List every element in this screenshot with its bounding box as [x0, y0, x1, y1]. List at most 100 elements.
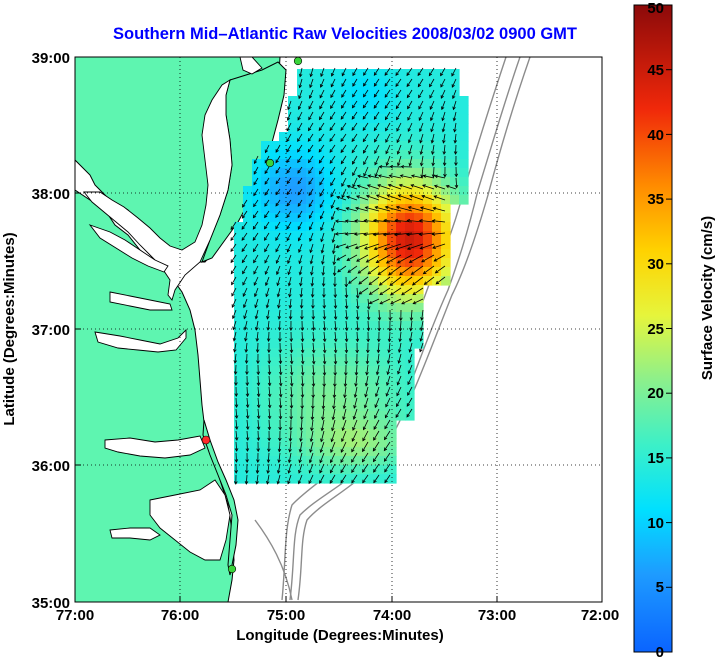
velocity-cell [405, 348, 415, 358]
velocity-cell [441, 69, 451, 79]
velocity-cell [342, 78, 352, 88]
velocity-cell [288, 213, 298, 223]
colorbar-tick-label: 15 [647, 450, 664, 467]
velocity-cell [270, 150, 280, 160]
velocity-cell [252, 177, 262, 187]
velocity-cell [270, 348, 280, 358]
velocity-cell [270, 375, 280, 385]
velocity-cell [306, 393, 316, 403]
velocity-cell [459, 186, 469, 196]
velocity-cell [414, 222, 424, 232]
velocity-cell [306, 429, 316, 439]
velocity-cell [243, 375, 253, 385]
colorbar-tick-label: 5 [656, 579, 664, 596]
velocity-cell [252, 366, 262, 376]
velocity-cell [369, 393, 379, 403]
velocity-cell [378, 132, 388, 142]
velocity-cell [342, 105, 352, 115]
velocity-cell [360, 105, 370, 115]
velocity-cell [405, 87, 415, 97]
velocity-cell [351, 96, 361, 106]
velocity-cell [288, 348, 298, 358]
velocity-cell [261, 267, 271, 277]
velocity-cell [342, 168, 352, 178]
velocity-cell [306, 168, 316, 178]
velocity-cell [288, 123, 298, 133]
velocity-cell [342, 357, 352, 367]
velocity-cell [315, 339, 325, 349]
velocity-cell [369, 123, 379, 133]
velocity-cell [369, 231, 379, 241]
colorbar-tick-label: 35 [647, 191, 664, 208]
velocity-cell [441, 150, 451, 160]
velocity-cell [441, 222, 451, 232]
velocity-cell [324, 375, 334, 385]
velocity-cell [459, 159, 469, 169]
velocity-cell [360, 186, 370, 196]
velocity-cell [270, 357, 280, 367]
velocity-cell [360, 465, 370, 475]
velocity-cell [306, 159, 316, 169]
velocity-cell [360, 150, 370, 160]
map-plot-area [75, 57, 602, 602]
velocity-cell [414, 339, 424, 349]
velocity-cell [306, 276, 316, 286]
velocity-cell [360, 141, 370, 151]
velocity-cell [351, 348, 361, 358]
velocity-cell [396, 384, 406, 394]
velocity-cell [324, 249, 334, 259]
velocity-cell [369, 78, 379, 88]
velocity-cell [288, 321, 298, 331]
y-tick-label: 36:00 [32, 458, 70, 475]
velocity-cell [324, 258, 334, 268]
velocity-cell [369, 177, 379, 187]
velocity-cell [288, 402, 298, 412]
velocity-cell [297, 96, 307, 106]
velocity-cell [306, 213, 316, 223]
velocity-cell [333, 96, 343, 106]
x-tick-label: 76:00 [161, 607, 199, 624]
velocity-cell [360, 96, 370, 106]
velocity-cell [270, 438, 280, 448]
velocity-cell [378, 456, 388, 466]
velocity-cell [252, 393, 262, 403]
velocity-cell [288, 285, 298, 295]
velocity-cell [405, 105, 415, 115]
velocity-cell [396, 402, 406, 412]
velocity-cell [315, 285, 325, 295]
y-tick-label: 38:00 [32, 186, 70, 203]
velocity-cell [369, 105, 379, 115]
velocity-cell [252, 195, 262, 205]
velocity-cell [297, 465, 307, 475]
velocity-cell [459, 132, 469, 142]
velocity-cell [315, 366, 325, 376]
velocity-cell [288, 195, 298, 205]
velocity-cell [423, 69, 433, 79]
velocity-cell [252, 240, 262, 250]
velocity-cell [243, 186, 253, 196]
velocity-cell [279, 456, 289, 466]
velocity-cell [288, 222, 298, 232]
velocity-cell [423, 222, 433, 232]
velocity-cell [360, 420, 370, 430]
velocity-cell [288, 204, 298, 214]
velocity-cell [288, 366, 298, 376]
velocity-cell [261, 195, 271, 205]
velocity-cell [261, 285, 271, 295]
velocity-cell [387, 402, 397, 412]
velocity-cell [459, 150, 469, 160]
velocity-cell [234, 438, 244, 448]
velocity-cell [333, 330, 343, 340]
x-axis-label: Longitude (Degrees:Minutes) [236, 627, 444, 644]
velocity-cell [432, 114, 442, 124]
velocity-cell [360, 204, 370, 214]
velocity-cell [243, 312, 253, 322]
velocity-cell [279, 258, 289, 268]
velocity-cell [360, 258, 370, 268]
velocity-cell [324, 330, 334, 340]
colorbar: 0 5 10 15 20 25 30 35 40 45 50 Surface V… [634, 0, 716, 659]
velocity-cell [279, 276, 289, 286]
colorbar-tick-label: 40 [647, 127, 664, 144]
velocity-cell [405, 267, 415, 277]
velocity-cell [261, 240, 271, 250]
